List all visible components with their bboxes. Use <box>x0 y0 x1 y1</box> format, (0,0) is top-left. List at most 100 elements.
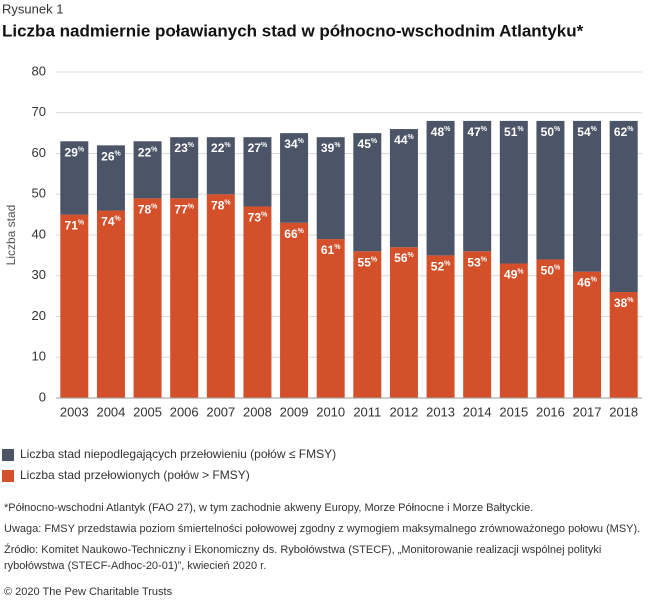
data-label-unit: % <box>627 126 634 133</box>
bar-segment <box>133 198 162 398</box>
x-tick-label: 2005 <box>133 404 162 419</box>
data-label-unit: % <box>481 126 488 133</box>
data-label-unit: % <box>591 126 598 133</box>
data-label: 50% <box>541 125 561 139</box>
data-label: 47% <box>467 125 487 139</box>
data-label: 78% <box>211 198 231 212</box>
data-label: 45% <box>358 137 378 151</box>
data-label-value: 61 <box>321 243 335 257</box>
data-label-unit: % <box>298 228 305 235</box>
bar-segment <box>316 137 345 240</box>
data-label-value: 62 <box>614 125 628 139</box>
data-label-value: 50 <box>541 264 555 278</box>
data-label-unit: % <box>371 256 378 263</box>
data-label: 22% <box>138 145 158 159</box>
data-label-unit: % <box>371 138 378 145</box>
data-label-unit: % <box>408 134 415 141</box>
data-label: 34% <box>284 137 304 151</box>
data-label: 56% <box>394 251 414 265</box>
data-label-value: 48 <box>431 125 445 139</box>
y-tick-label: 60 <box>32 145 46 160</box>
data-label-value: 78 <box>138 202 152 216</box>
data-label-value: 55 <box>358 255 372 269</box>
y-tick-label: 70 <box>32 104 46 119</box>
data-label: 22% <box>211 141 231 155</box>
legend-swatch <box>2 449 14 461</box>
data-label-value: 38 <box>614 296 628 310</box>
data-label: 44% <box>394 133 414 147</box>
data-label-value: 26 <box>101 150 115 164</box>
x-tick-label: 2007 <box>206 404 235 419</box>
data-label-value: 73 <box>248 211 262 225</box>
bar-segment <box>206 137 235 195</box>
bar-segment <box>463 251 492 398</box>
data-label-value: 46 <box>577 276 591 290</box>
chart-title: Liczba nadmiernie poławianych stad w pół… <box>2 21 584 40</box>
data-label-value: 74 <box>101 215 115 229</box>
x-tick-label: 2010 <box>316 404 345 419</box>
y-tick-label: 40 <box>32 226 46 241</box>
source: Źródło: Komitet Naukowo-Techniczny i Eko… <box>4 544 602 572</box>
note: *Północno-wschodni Atlantyk (FAO 27), w … <box>4 502 534 514</box>
data-label-value: 49 <box>504 268 518 282</box>
bar-segment <box>573 271 602 398</box>
data-label-unit: % <box>151 203 158 210</box>
bar-segment <box>536 120 565 260</box>
data-label: 29% <box>65 145 85 159</box>
bar-segment <box>426 120 455 256</box>
figure-label: Rysunek 1 <box>2 1 63 16</box>
data-label-unit: % <box>554 126 561 133</box>
data-label-value: 52 <box>431 260 445 274</box>
data-label: 23% <box>174 141 194 155</box>
data-label-unit: % <box>188 203 195 210</box>
bar-segment <box>499 263 528 398</box>
x-tick-label: 2011 <box>353 404 381 419</box>
data-label-value: 22 <box>211 141 225 155</box>
data-label-value: 54 <box>577 125 591 139</box>
data-label-unit: % <box>298 138 305 145</box>
data-label-unit: % <box>261 142 268 149</box>
bar-segment <box>170 198 199 398</box>
data-label-unit: % <box>78 146 85 153</box>
data-label: 38% <box>614 296 634 310</box>
data-label-unit: % <box>78 219 85 226</box>
data-label-value: 66 <box>284 227 298 241</box>
data-label-value: 39 <box>321 141 335 155</box>
data-label-value: 78 <box>211 198 225 212</box>
data-label: 39% <box>321 141 341 155</box>
data-label: 73% <box>248 211 268 225</box>
data-label: 46% <box>577 276 597 290</box>
copyright: © 2020 The Pew Charitable Trusts <box>4 586 173 598</box>
data-label-unit: % <box>554 264 561 271</box>
data-label-value: 23 <box>174 141 188 155</box>
x-tick-label: 2017 <box>573 404 602 419</box>
data-label-value: 77 <box>174 202 188 216</box>
bar-segment <box>389 247 418 398</box>
data-label-unit: % <box>334 244 341 251</box>
bar-segment <box>609 120 638 293</box>
note: Uwaga: FMSY przedstawia poziom śmierteln… <box>4 523 641 535</box>
data-label: 51% <box>504 125 524 139</box>
bar-segment <box>573 120 602 272</box>
x-tick-label: 2018 <box>609 404 638 419</box>
data-label-unit: % <box>444 260 451 267</box>
chart: Rysunek 1 Liczba nadmiernie poławianych … <box>2 1 642 482</box>
data-label: 52% <box>431 260 451 274</box>
y-axis-label: Liczba stad <box>4 205 18 266</box>
data-label-value: 29 <box>65 145 79 159</box>
data-label-unit: % <box>591 277 598 284</box>
bar-segment <box>60 214 89 398</box>
legend-label: Liczba stad przełowionych (połów > FMSY) <box>20 468 250 482</box>
bar-segment <box>243 206 272 398</box>
bar-segment <box>609 292 638 398</box>
bar-segment <box>353 133 382 252</box>
bar-segment <box>536 259 565 398</box>
x-tick-label: 2003 <box>60 404 89 419</box>
data-label: 77% <box>174 202 194 216</box>
bar-segment <box>96 145 125 211</box>
data-label-value: 34 <box>284 137 298 151</box>
data-label-unit: % <box>334 142 341 149</box>
x-tick-label: 2006 <box>170 404 199 419</box>
data-label: 48% <box>431 125 451 139</box>
